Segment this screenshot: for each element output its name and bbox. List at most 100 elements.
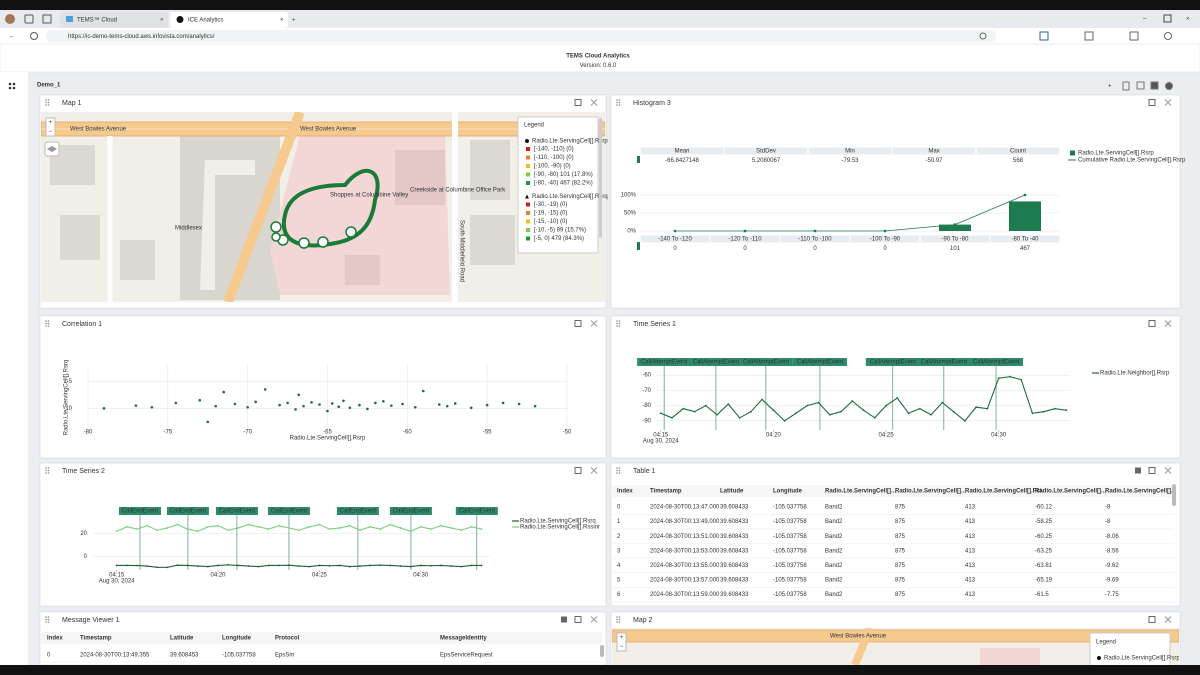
drag-handle[interactable]: [47, 320, 50, 322]
refresh-button[interactable]: [30, 32, 38, 40]
drag-handle[interactable]: [47, 616, 50, 618]
profile-icon[interactable]: [5, 14, 15, 24]
map-1[interactable]: West Bowles Avenue West Bowles Avenue Shop…: [41, 112, 605, 302]
drag-handle[interactable]: [47, 104, 50, 106]
close-icon[interactable]: [1165, 82, 1173, 90]
drag-handle[interactable]: [616, 618, 618, 621]
drag-handle[interactable]: [45, 320, 47, 322]
zoom-out[interactable]: −: [620, 644, 624, 650]
tab-active[interactable]: [170, 12, 288, 28]
drag-handle[interactable]: [616, 101, 618, 104]
drag-handle[interactable]: [618, 104, 621, 106]
close-button[interactable]: [1164, 99, 1172, 106]
close-button[interactable]: [1164, 320, 1172, 327]
edit-icon[interactable]: [1136, 81, 1145, 90]
drag-handle[interactable]: [616, 469, 618, 472]
tab-close[interactable]: ×: [160, 18, 164, 24]
drag-handle[interactable]: [618, 618, 621, 621]
close-button[interactable]: [590, 467, 598, 474]
drag-handle[interactable]: [47, 621, 50, 623]
close-button[interactable]: [1164, 616, 1172, 623]
back-button[interactable]: ←: [9, 34, 15, 40]
close-button[interactable]: [590, 320, 598, 327]
drag-handle[interactable]: [45, 467, 47, 469]
drag-handle[interactable]: [45, 618, 47, 621]
collections-icon[interactable]: [1129, 31, 1139, 41]
drag-handle[interactable]: [45, 621, 47, 623]
drag-handle[interactable]: [616, 467, 618, 469]
zoom-control[interactable]: [616, 632, 627, 652]
edit-button[interactable]: [574, 467, 582, 474]
drag-handle[interactable]: [45, 325, 47, 327]
edit-button[interactable]: [574, 320, 582, 327]
event-tag[interactable]: [166, 507, 209, 515]
drag-handle[interactable]: [616, 104, 618, 106]
new-icon[interactable]: [1122, 81, 1130, 91]
event-tag[interactable]: [118, 507, 161, 515]
drag-handle[interactable]: [616, 621, 618, 623]
drag-handle[interactable]: [45, 99, 47, 101]
minimize[interactable]: –: [1143, 17, 1147, 23]
drag-handle[interactable]: [47, 101, 50, 104]
event-tag[interactable]: [637, 358, 692, 366]
drag-handle[interactable]: [45, 616, 47, 618]
drag-handle[interactable]: [45, 472, 47, 474]
event-tag[interactable]: [215, 507, 258, 515]
close-button[interactable]: [590, 616, 598, 623]
drag-handle[interactable]: [47, 469, 50, 472]
profile-icon[interactable]: [1164, 32, 1172, 40]
drag-handle[interactable]: [45, 104, 47, 106]
export-button[interactable]: [561, 616, 567, 623]
tab[interactable]: [60, 12, 168, 28]
event-tag[interactable]: [916, 358, 971, 366]
drag-handle[interactable]: [47, 322, 50, 325]
maximize[interactable]: [1163, 14, 1172, 23]
drag-handle[interactable]: [616, 472, 618, 474]
zoom-in[interactable]: +: [49, 120, 53, 126]
drag-handle[interactable]: [618, 621, 621, 623]
edit-button[interactable]: [1148, 616, 1156, 623]
save-icon[interactable]: [1150, 81, 1159, 90]
drag-handle[interactable]: [618, 469, 621, 472]
drag-handle[interactable]: [45, 101, 47, 104]
new-tab[interactable]: +: [292, 18, 296, 24]
extension-icon[interactable]: [1039, 31, 1049, 41]
edit-button[interactable]: [1148, 320, 1156, 327]
address-bar[interactable]: [46, 30, 996, 42]
split-icon[interactable]: [1084, 31, 1094, 41]
edit-button[interactable]: [574, 99, 582, 106]
scrollbar[interactable]: [1172, 484, 1176, 506]
drag-handle[interactable]: [616, 322, 618, 325]
add-widget[interactable]: +: [1108, 84, 1112, 90]
event-tag[interactable]: [455, 507, 498, 515]
scrollbar[interactable]: [599, 118, 602, 238]
drag-handle[interactable]: [47, 472, 50, 474]
zoom-out[interactable]: −: [49, 129, 53, 135]
tab-close[interactable]: ×: [280, 18, 284, 24]
drag-handle[interactable]: [45, 469, 47, 472]
drag-handle[interactable]: [616, 99, 618, 101]
drag-handle[interactable]: [618, 322, 621, 325]
event-tag[interactable]: [688, 358, 743, 366]
zoom-in[interactable]: +: [620, 635, 624, 641]
close-button[interactable]: [1164, 467, 1172, 474]
edit-button[interactable]: [1148, 99, 1156, 106]
drag-handle[interactable]: [616, 616, 618, 618]
export-button[interactable]: [1135, 467, 1141, 474]
map-2[interactable]: + − West Bowles Avenue Legend Radio.Lte.…: [612, 628, 1180, 668]
drag-handle[interactable]: [47, 325, 50, 327]
drag-handle[interactable]: [618, 99, 621, 101]
tabs-icon[interactable]: [42, 14, 52, 24]
drag-handle[interactable]: [618, 467, 621, 469]
close-button[interactable]: [590, 99, 598, 106]
drag-handle[interactable]: [618, 616, 621, 618]
event-tag[interactable]: [969, 358, 1024, 366]
event-tag[interactable]: [336, 507, 379, 515]
edit-button[interactable]: [574, 616, 582, 623]
drag-handle[interactable]: [616, 320, 618, 322]
event-tag[interactable]: [738, 358, 793, 366]
edit-button[interactable]: [1148, 467, 1156, 474]
event-tag[interactable]: [267, 507, 310, 515]
drag-handle[interactable]: [45, 322, 47, 325]
drag-handle[interactable]: [47, 99, 50, 101]
